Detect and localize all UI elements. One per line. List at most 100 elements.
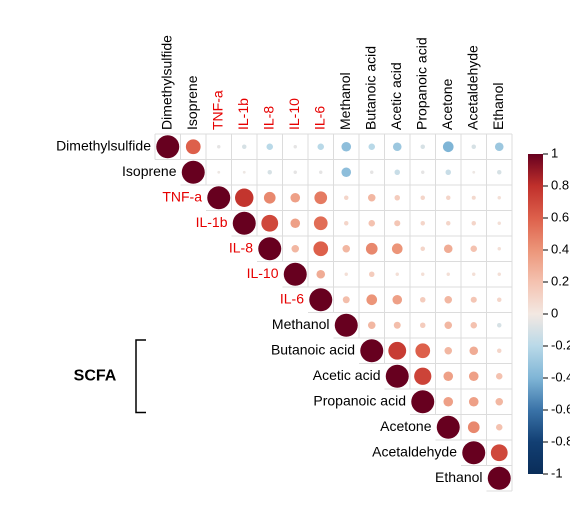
- corr-dot: [268, 170, 272, 174]
- corr-dot: [446, 170, 451, 175]
- colorbar-tick-label: 0.4: [551, 241, 569, 256]
- corr-dot: [497, 349, 501, 353]
- corr-dot: [446, 221, 450, 225]
- corr-dot: [182, 161, 205, 184]
- corr-dot: [497, 170, 501, 174]
- corr-dot: [368, 220, 375, 227]
- corr-dot: [446, 196, 450, 200]
- col-label: Butanoic acid: [362, 46, 378, 130]
- row-label: IL-8: [229, 239, 253, 255]
- corr-dot: [294, 145, 297, 148]
- colorbar-tick-label: -0.6: [551, 401, 570, 416]
- corr-dot: [495, 142, 504, 151]
- col-label: Methanol: [337, 72, 353, 130]
- corr-dot: [497, 298, 501, 302]
- corr-dot: [314, 191, 327, 204]
- col-label: TNF-a: [209, 90, 225, 130]
- colorbar-tick-label: -0.8: [551, 433, 570, 448]
- colorbar-rect: [528, 154, 543, 474]
- corr-dot: [421, 221, 425, 225]
- corr-dot: [344, 221, 348, 225]
- col-label: Dimethylsulfide: [158, 35, 174, 130]
- corr-dot: [421, 273, 424, 276]
- corr-dot: [421, 145, 425, 149]
- corr-dot: [395, 195, 400, 200]
- corr-dot: [496, 424, 503, 431]
- corr-dot: [368, 143, 375, 150]
- row-label: IL-10: [247, 265, 279, 281]
- corr-dot: [495, 398, 503, 406]
- scfa-label: SCFA: [74, 367, 117, 384]
- corr-dot: [368, 194, 376, 202]
- col-label: IL-10: [286, 98, 302, 130]
- colorbar-tick-label: 0: [551, 305, 558, 320]
- corr-dot: [233, 212, 256, 235]
- col-label: Propanoic acid: [413, 37, 429, 130]
- corr-dot: [290, 218, 300, 228]
- corr-dot: [396, 273, 399, 276]
- col-label: IL-8: [260, 106, 276, 130]
- row-label: Isoprene: [122, 163, 177, 179]
- corr-dot: [207, 186, 230, 209]
- corr-dot: [394, 322, 401, 329]
- corr-dot: [447, 273, 450, 276]
- corr-dot: [462, 441, 485, 464]
- corr-dot: [395, 170, 400, 175]
- corr-dot: [498, 196, 501, 199]
- row-label: Dimethylsulfide: [56, 137, 151, 153]
- corr-dot: [393, 142, 402, 151]
- corr-dot: [470, 322, 477, 329]
- row-label: Propanoic acid: [313, 392, 406, 408]
- corr-dot: [421, 171, 424, 174]
- corr-dot: [235, 189, 253, 207]
- corr-dot: [243, 171, 246, 174]
- corr-dot: [341, 167, 351, 177]
- corr-dot: [261, 215, 278, 232]
- corr-dot: [443, 397, 453, 407]
- corr-dot: [345, 273, 348, 276]
- corr-dot: [491, 444, 508, 461]
- corr-dot: [471, 297, 477, 303]
- corr-dot: [472, 273, 475, 276]
- corr-dot: [411, 390, 434, 413]
- corr-dot: [444, 244, 453, 253]
- corr-dot: [437, 416, 460, 439]
- corr-dot: [392, 295, 402, 305]
- corr-dot: [156, 135, 179, 158]
- corr-dot: [469, 346, 478, 355]
- corr-dot: [497, 323, 501, 327]
- corr-dot: [386, 365, 409, 388]
- row-label: Acetone: [380, 418, 432, 434]
- corr-dot: [217, 171, 220, 174]
- corr-dot: [420, 323, 425, 328]
- corr-dot: [284, 263, 307, 286]
- col-label: IL-1b: [235, 98, 251, 130]
- row-label: Acetic acid: [313, 367, 381, 383]
- corr-dot: [368, 321, 376, 329]
- corr-dot: [294, 171, 297, 174]
- corr-dot: [360, 339, 383, 362]
- col-label: IL-6: [311, 106, 327, 130]
- corr-dot: [309, 288, 332, 311]
- chart-bg: [0, 0, 570, 512]
- colorbar-tick-label: -1: [551, 465, 563, 480]
- row-label: Butanoic acid: [271, 341, 355, 357]
- corr-dot: [394, 220, 400, 226]
- corr-dot: [341, 142, 351, 152]
- corr-dot: [496, 373, 503, 380]
- corr-dot: [415, 343, 430, 358]
- corr-dot: [314, 216, 328, 230]
- corr-dot: [258, 237, 281, 260]
- colorbar-tick-label: 0.8: [551, 177, 569, 192]
- correlation-heatmap: Dimethylsulfide Isoprene TNF-a IL-1b IL-8 IL-…: [0, 0, 570, 512]
- corr-dot: [444, 296, 452, 304]
- corr-dot: [335, 314, 358, 337]
- corr-dot: [343, 296, 350, 303]
- corr-dot: [444, 347, 452, 355]
- col-label: Ethanol: [490, 83, 506, 130]
- corr-dot: [264, 192, 276, 204]
- corr-dot: [388, 342, 406, 360]
- corr-dot: [421, 196, 425, 200]
- corr-dot: [469, 397, 479, 407]
- col-label: Acetaldehyde: [464, 45, 480, 130]
